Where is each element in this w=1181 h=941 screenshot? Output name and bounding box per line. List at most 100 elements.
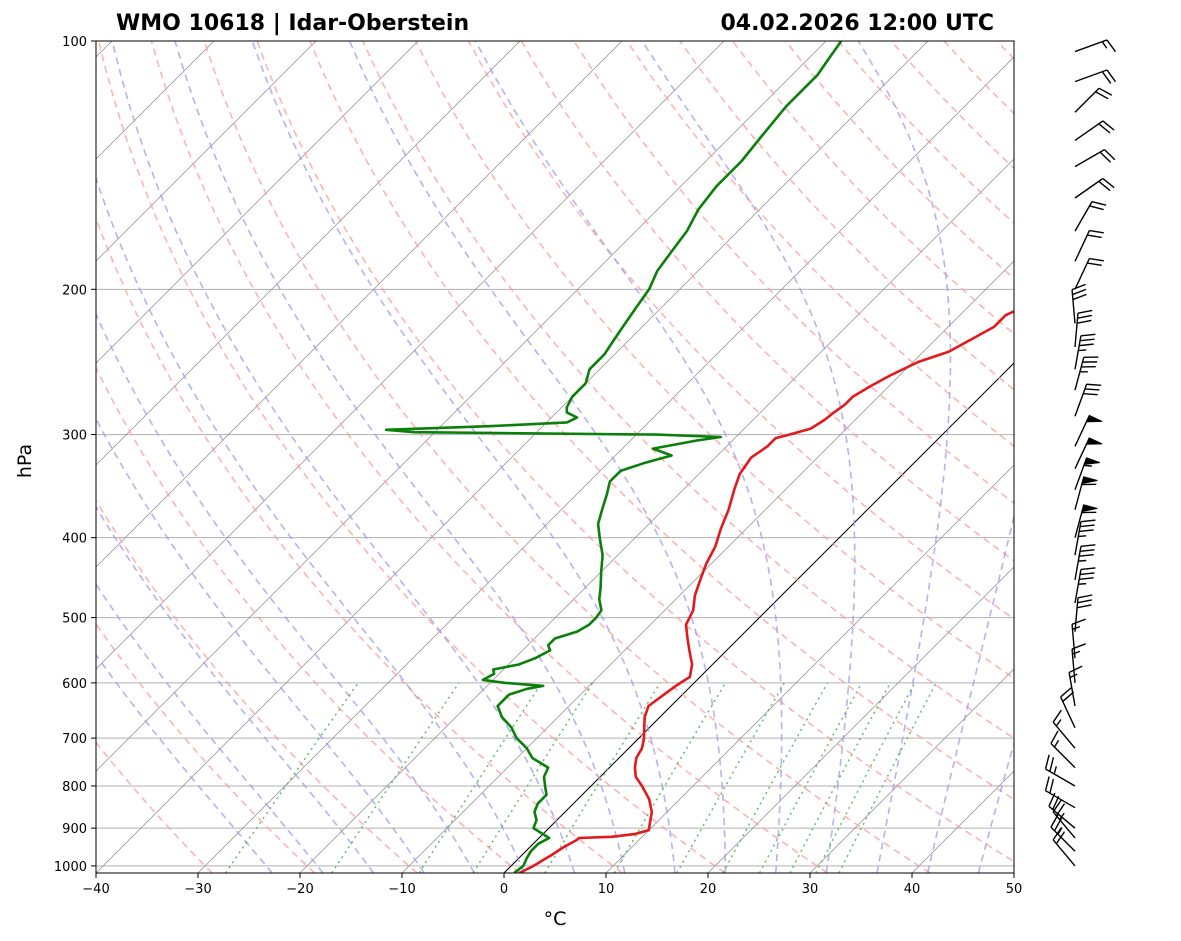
wind-barb (1074, 69, 1117, 84)
y-tick-label: 800 (62, 780, 87, 795)
isotherm-line (1116, 41, 1181, 873)
wind-barb (1074, 383, 1102, 417)
dry-adiabat-line (256, 41, 1014, 863)
dry-adiabat-line (96, 366, 521, 873)
temperature-profile-line (518, 309, 1014, 873)
plot-area (96, 41, 1014, 873)
moist-adiabat-line (96, 582, 324, 873)
wind-barb (1074, 594, 1093, 632)
x-tick-label: 30 (802, 882, 819, 897)
y-axis-title: hPa (14, 444, 36, 478)
y-tick-label: 400 (62, 532, 87, 547)
moist-adiabat-line (96, 312, 475, 873)
wind-barb (1071, 283, 1087, 324)
wind-barb (1074, 437, 1103, 470)
isotherm-line (96, 41, 929, 873)
wind-barb (1074, 457, 1100, 491)
isotherm-line (401, 260, 1014, 873)
isotherm-line (96, 41, 317, 262)
wind-barb (1074, 309, 1093, 348)
moist-adiabat-line (96, 417, 425, 873)
wind-barbs (1044, 39, 1117, 867)
moist-adiabat-line (111, 41, 576, 873)
plot-frame (95, 40, 1015, 874)
wind-barb (1074, 200, 1107, 232)
moist-adiabat-line (1029, 41, 1181, 873)
dry-adiabat-line (573, 41, 1014, 505)
dry-adiabat-line (203, 41, 931, 873)
wind-barb (1050, 730, 1076, 769)
dry-adiabat-line (97, 41, 726, 873)
x-tick-label: 20 (700, 882, 717, 897)
y-tick-label: 200 (62, 283, 87, 298)
station-title: WMO 10618 | Idar-Oberstein (116, 11, 469, 36)
x-tick-label: −10 (388, 882, 415, 897)
wind-barb (1074, 39, 1117, 53)
isotherm-line (96, 41, 623, 568)
dry-adiabat-line (96, 499, 418, 873)
x-tick-label: 0 (500, 882, 508, 897)
x-tick-label: −40 (82, 882, 109, 897)
isotherm-line (299, 158, 1014, 873)
wind-barb (1074, 120, 1115, 142)
y-tick-label: 700 (62, 732, 87, 747)
axes: −40 −30 −20 −10 0 10 20 30 40 50 1000 900 800 700 600 5… (54, 35, 1022, 897)
mixing-ratio-line (331, 682, 460, 873)
wind-barb (1068, 665, 1083, 707)
isotherm-line (96, 41, 521, 466)
wind-barb (1074, 257, 1104, 290)
zero-isotherm (503, 362, 1014, 873)
mixing-ratio-line (613, 682, 727, 873)
dry-adiabat-line (309, 41, 1014, 801)
moist-adiabat-line (857, 41, 952, 873)
dry-adiabat-line (996, 41, 1014, 60)
wind-barb (1044, 776, 1076, 809)
x-tick-label: 50 (1006, 882, 1023, 897)
wind-barb (1071, 618, 1086, 659)
x-axis-title: °C (544, 908, 567, 930)
dewpoint-profile-line (384, 41, 843, 873)
isotherm-line (96, 41, 827, 772)
y-tick-label: 900 (62, 822, 87, 837)
dry-adiabat-line (150, 41, 828, 873)
wind-barb (1074, 519, 1096, 556)
mixing-ratio-line (418, 682, 543, 873)
x-tick-label: 40 (904, 882, 921, 897)
dry-adiabat-line (1103, 41, 1181, 873)
wind-barb (1059, 686, 1076, 729)
moist-adiabat-line (641, 41, 856, 873)
y-tick-label: 500 (62, 612, 87, 627)
dry-adiabat-line (1155, 41, 1181, 873)
dry-adiabat-line (1050, 41, 1181, 873)
moist-adiabat-line (251, 41, 676, 873)
wind-barb (1074, 177, 1115, 199)
mixing-ratio-line (838, 682, 937, 873)
isotherm-line (1013, 872, 1014, 873)
wind-barb (1074, 149, 1116, 168)
dry-adiabat-line (679, 41, 1014, 391)
y-tick-label: 1000 (54, 860, 87, 875)
profile-lines (384, 41, 1014, 873)
moist-adiabat-line (348, 41, 727, 873)
y-tick-label: 300 (62, 429, 87, 444)
wind-barb (1074, 504, 1098, 538)
isotherm-line (707, 566, 1014, 873)
wind-barb (1074, 229, 1104, 262)
isotherm-line (96, 41, 725, 670)
wind-barb (1074, 414, 1103, 447)
y-tick-label: 100 (62, 35, 87, 50)
wind-barb (1044, 754, 1076, 787)
dry-adiabat-line (414, 41, 1014, 680)
wind-barb (1074, 333, 1096, 370)
mixing-ratio-line (544, 682, 661, 873)
datetime-title: 04.02.2026 12:00 UTC (720, 11, 994, 36)
wind-barb (1074, 544, 1096, 580)
wind-barb (1074, 87, 1113, 113)
mixing-ratio-line (472, 682, 594, 873)
wind-barb (1074, 476, 1098, 510)
x-tick-label: −30 (184, 882, 211, 897)
moist-adiabat-line (96, 505, 375, 873)
dry-adiabat-line (96, 622, 316, 873)
x-tick-label: −20 (286, 882, 313, 897)
